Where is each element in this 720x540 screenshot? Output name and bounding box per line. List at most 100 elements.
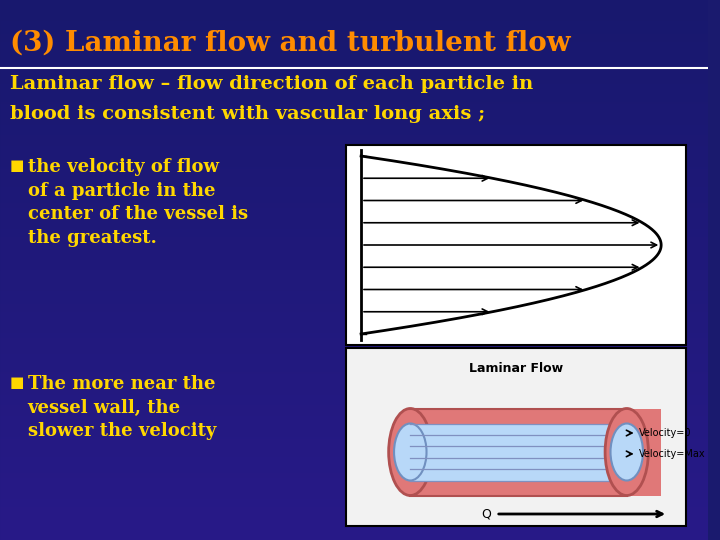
Bar: [0, 316, 708, 317]
Bar: [0, 253, 708, 254]
Bar: [0, 57, 708, 58]
Bar: [0, 92, 708, 93]
Bar: [0, 490, 708, 491]
Bar: [0, 280, 708, 281]
Bar: [0, 535, 708, 536]
Bar: [0, 226, 708, 227]
Bar: [0, 49, 708, 50]
Bar: [0, 394, 708, 395]
Bar: [0, 400, 708, 401]
Bar: [0, 188, 708, 189]
Bar: [0, 497, 708, 498]
Bar: [0, 456, 708, 457]
Bar: [0, 65, 708, 66]
Bar: [0, 491, 708, 492]
Bar: [0, 493, 708, 494]
Bar: [0, 398, 708, 399]
Bar: [0, 149, 708, 150]
Bar: [0, 319, 708, 320]
Bar: [0, 412, 708, 413]
Bar: [0, 7, 708, 8]
Bar: [0, 163, 708, 164]
Bar: [0, 388, 708, 389]
Bar: [0, 27, 708, 28]
Bar: [0, 218, 708, 219]
Bar: [0, 113, 708, 114]
Text: The more near the
vessel wall, the
slower the velocity: The more near the vessel wall, the slowe…: [27, 375, 216, 440]
Bar: [0, 453, 708, 454]
Bar: [0, 381, 708, 382]
Bar: [0, 533, 708, 534]
Bar: [0, 410, 708, 411]
Bar: [0, 311, 708, 312]
Bar: [0, 115, 708, 116]
Bar: [0, 190, 708, 191]
Bar: [0, 334, 708, 335]
Bar: [0, 162, 708, 163]
Bar: [0, 362, 708, 363]
Bar: [0, 78, 708, 79]
Bar: [0, 256, 708, 257]
Bar: [0, 30, 708, 31]
Bar: [0, 507, 708, 508]
Bar: [0, 419, 708, 420]
Bar: [0, 53, 708, 54]
Bar: [0, 294, 708, 295]
Bar: [0, 344, 708, 345]
Bar: [0, 513, 708, 514]
Bar: [0, 156, 708, 157]
Bar: [0, 138, 708, 139]
Bar: [0, 301, 708, 302]
Bar: [0, 328, 708, 329]
Bar: [0, 31, 708, 32]
Bar: [0, 19, 708, 20]
Bar: [0, 275, 708, 276]
Bar: [0, 202, 708, 203]
Bar: [0, 476, 708, 477]
Bar: [0, 88, 708, 89]
Bar: [0, 145, 708, 146]
Bar: [0, 505, 708, 506]
Bar: [0, 170, 708, 171]
Bar: [346, 348, 685, 526]
Bar: [0, 199, 708, 200]
Bar: [0, 228, 708, 229]
Bar: [0, 515, 708, 516]
Bar: [0, 368, 708, 369]
Bar: [0, 405, 708, 406]
Bar: [0, 498, 708, 499]
Text: Laminar Flow: Laminar Flow: [469, 361, 563, 375]
Bar: [0, 99, 708, 100]
Bar: [0, 506, 708, 507]
Bar: [0, 464, 708, 465]
Bar: [0, 276, 708, 277]
Bar: [0, 203, 708, 204]
Bar: [0, 37, 708, 38]
Bar: [0, 278, 708, 279]
Bar: [0, 73, 708, 74]
Bar: [0, 372, 708, 373]
Bar: [0, 142, 708, 143]
Bar: [0, 317, 708, 318]
Bar: [0, 64, 708, 65]
Bar: [0, 257, 708, 258]
Bar: [0, 9, 708, 10]
Bar: [0, 93, 708, 94]
Bar: [0, 342, 708, 343]
Bar: [0, 502, 708, 503]
Bar: [0, 24, 708, 25]
Bar: [0, 486, 708, 487]
Bar: [0, 295, 708, 296]
Ellipse shape: [389, 408, 432, 496]
Bar: [0, 87, 708, 88]
Bar: [0, 473, 708, 474]
Bar: [0, 32, 708, 33]
Bar: [0, 185, 708, 186]
Bar: [0, 160, 708, 161]
Bar: [0, 302, 708, 303]
Bar: [0, 288, 708, 289]
Bar: [0, 417, 708, 418]
Bar: [0, 377, 708, 378]
Bar: [0, 91, 708, 92]
Bar: [0, 290, 708, 291]
